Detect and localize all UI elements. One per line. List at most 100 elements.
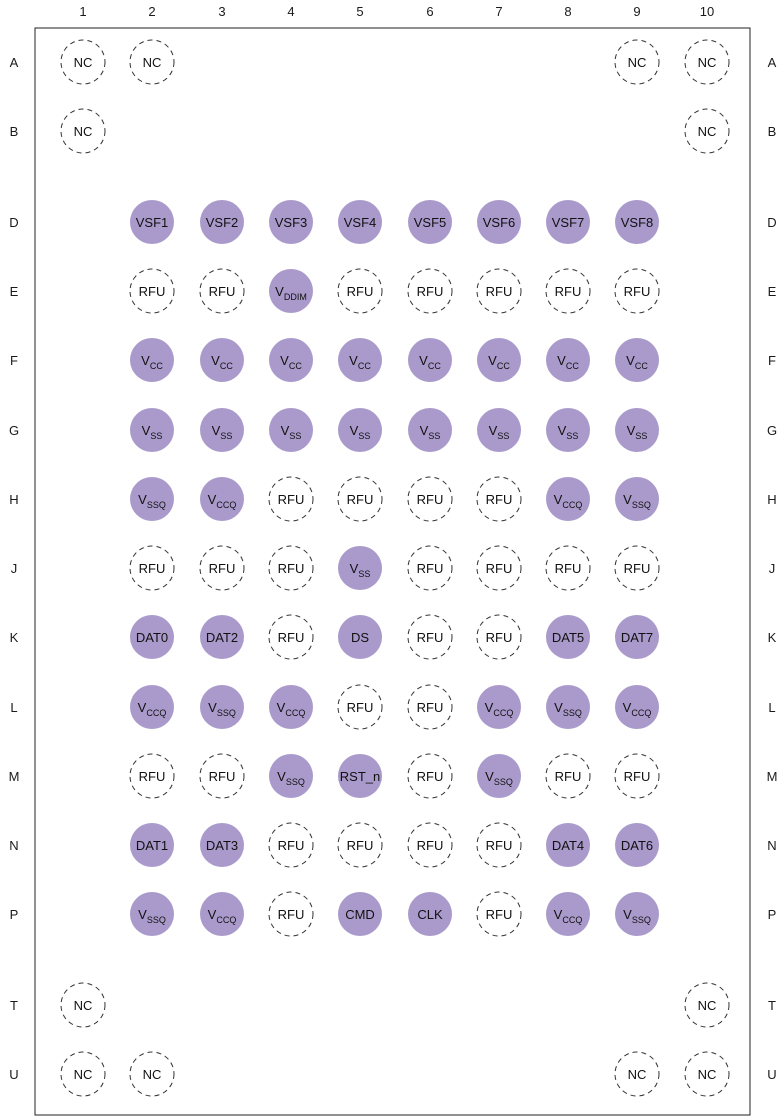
ball-name: RFU [417, 838, 444, 853]
row-label-right-H: H [767, 492, 776, 507]
ball-name: NC [74, 124, 93, 139]
row-label-right-L: L [768, 700, 775, 715]
ball-unused-circle [684, 108, 730, 154]
ball-name: RFU [555, 769, 582, 784]
column-label-3: 3 [218, 4, 225, 19]
ball-subscript: SSQ [217, 708, 236, 718]
ball-filled-circle [615, 685, 659, 729]
ball-E9: RFU [614, 268, 660, 314]
ball-label: VSF2 [206, 215, 239, 230]
ball-label: RFU [486, 630, 513, 645]
ball-filled-circle [477, 685, 521, 729]
ball-F5: VCC [338, 338, 382, 382]
ball-unused-circle [268, 476, 314, 522]
ball-filled-circle [546, 477, 590, 521]
ball-filled-circle [200, 338, 244, 382]
ball-label: VSSQ [138, 492, 166, 510]
ball-filled-circle [338, 754, 382, 798]
ball-name: V [488, 353, 497, 368]
ball-name: V [277, 700, 286, 715]
ball-A2: NC [129, 39, 175, 85]
ball-unused-circle [407, 822, 453, 868]
row-label-right-D: D [767, 215, 776, 230]
ball-label: DS [351, 630, 369, 645]
ball-filled-circle [269, 200, 313, 244]
ball-label: VSSQ [277, 769, 305, 787]
ball-E5: RFU [337, 268, 383, 314]
ball-label: RFU [417, 284, 444, 299]
row-labels-left: A B D E F G H J K L M N P T U [9, 55, 20, 1082]
ball-name: RFU [555, 561, 582, 576]
ball-label: NC [74, 55, 93, 70]
ball-label: CMD [345, 907, 375, 922]
ball-K7: RFU [476, 614, 522, 660]
ball-label: VDDIM [275, 284, 307, 302]
ball-label: RFU [278, 838, 305, 853]
ball-name: DS [351, 630, 369, 645]
ball-G8: VSS [546, 408, 590, 452]
ball-D6: VSF5 [408, 200, 452, 244]
ball-filled-circle [546, 338, 590, 382]
ball-name: V [141, 353, 150, 368]
ball-label: VSSQ [485, 769, 513, 787]
ball-U10: NC [684, 1051, 730, 1097]
ball-subscript: SSQ [494, 777, 513, 787]
ball-K6: RFU [407, 614, 453, 660]
ball-F7: VCC [477, 338, 521, 382]
ball-label: NC [698, 1067, 717, 1082]
ball-label: VSS [350, 561, 371, 579]
row-label-left-N: N [9, 838, 18, 853]
ball-label: RFU [347, 492, 374, 507]
ball-name: RFU [486, 561, 513, 576]
ball-name: RFU [624, 769, 651, 784]
ball-subscript: CC [428, 361, 441, 371]
ball-subscript: SSQ [632, 500, 651, 510]
ball-J2: RFU [129, 545, 175, 591]
ball-M9: RFU [614, 753, 660, 799]
ball-T1: NC [60, 982, 106, 1028]
ball-J7: RFU [476, 545, 522, 591]
ball-label: VSF7 [552, 215, 585, 230]
ball-label: VCCQ [138, 700, 167, 718]
ball-G6: VSS [408, 408, 452, 452]
ball-subscript: DDIM [284, 292, 307, 302]
ball-P4: RFU [268, 891, 314, 937]
ball-name: CLK [417, 907, 443, 922]
row-label-left-G: G [9, 423, 19, 438]
ball-label: DAT2 [206, 630, 238, 645]
ball-subscript: SSQ [632, 915, 651, 925]
ball-name: NC [74, 55, 93, 70]
ball-label: RFU [139, 284, 166, 299]
ball-E3: RFU [199, 268, 245, 314]
ball-unused-circle [129, 753, 175, 799]
ball-filled-circle [408, 338, 452, 382]
ball-A9: NC [614, 39, 660, 85]
ball-name: RFU [417, 284, 444, 299]
ball-name: RFU [347, 838, 374, 853]
ball-unused-circle [268, 891, 314, 937]
ball-filled-circle [477, 200, 521, 244]
ball-filled-circle [477, 408, 521, 452]
ball-label: DAT4 [552, 838, 584, 853]
ball-name: V [554, 700, 563, 715]
ball-label: CLK [417, 907, 443, 922]
ball-label: VSS [212, 423, 233, 441]
ball-H4: RFU [268, 476, 314, 522]
ball-filled-circle [130, 615, 174, 659]
ball-unused-circle [684, 39, 730, 85]
ball-filled-circle [546, 615, 590, 659]
ball-filled-circle [546, 408, 590, 452]
ball-P8: VCCQ [546, 892, 590, 936]
ball-U1: NC [60, 1051, 106, 1097]
ball-subscript: CCQ [216, 500, 236, 510]
ball-subscript: SSQ [286, 777, 305, 787]
ball-label: RFU [278, 630, 305, 645]
ball-filled-circle [338, 408, 382, 452]
ball-label: DAT1 [136, 838, 168, 853]
ball-filled-circle [615, 408, 659, 452]
ball-N7: RFU [476, 822, 522, 868]
ball-unused-circle [684, 982, 730, 1028]
ball-unused-circle [476, 545, 522, 591]
column-label-5: 5 [356, 4, 363, 19]
row-label-right-M: M [767, 769, 777, 784]
